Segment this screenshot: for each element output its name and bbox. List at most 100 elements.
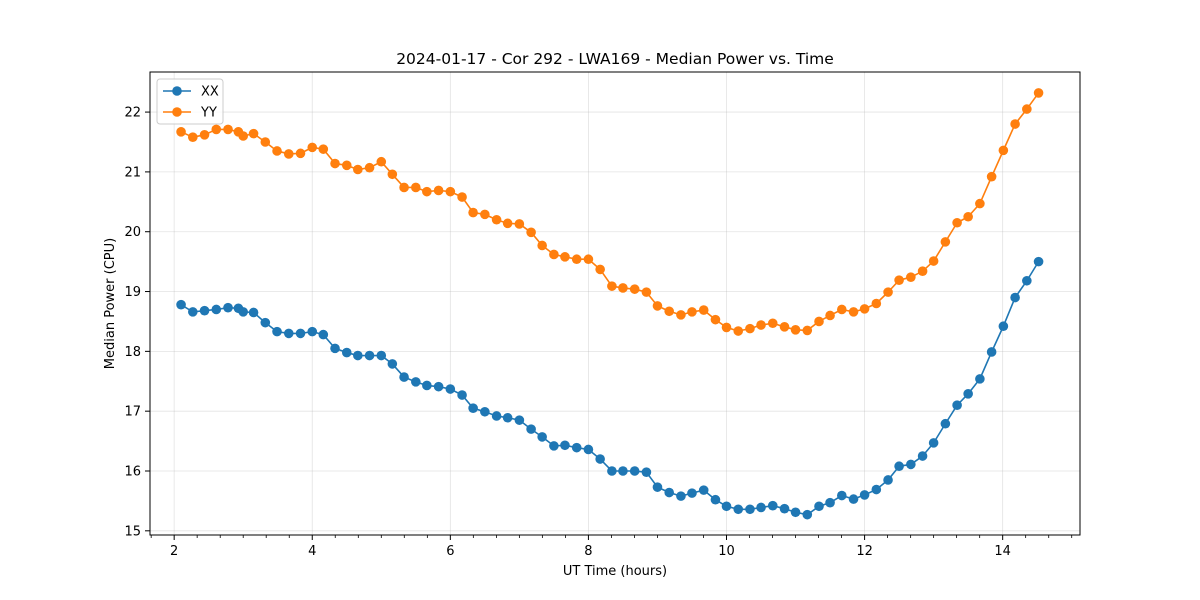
data-point-xx — [733, 504, 744, 515]
y-tick-label: 16 — [124, 464, 141, 479]
data-point-yy — [295, 148, 306, 159]
data-point-xx — [238, 307, 249, 317]
data-point-yy — [883, 287, 893, 297]
legend-swatch-marker — [172, 86, 182, 96]
data-point-xx — [698, 485, 709, 495]
data-point-xx — [883, 475, 893, 485]
data-point-xx — [641, 467, 652, 477]
data-point-xx — [468, 403, 478, 413]
data-point-yy — [341, 160, 352, 171]
data-point-yy — [952, 217, 962, 228]
data-point-xx — [318, 329, 329, 340]
data-point-xx — [248, 307, 259, 318]
data-point-xx — [790, 507, 801, 518]
series-layer — [176, 88, 1044, 520]
y-tick-label: 22 — [124, 106, 141, 121]
data-point-xx — [376, 350, 387, 361]
data-point-xx — [940, 418, 951, 429]
data-point-xx — [618, 466, 628, 476]
legend: XX YY — [156, 78, 224, 125]
data-point-yy — [963, 211, 973, 222]
data-point-xx — [199, 305, 210, 316]
data-point-xx — [894, 461, 904, 472]
x-tick-label: 4 — [308, 544, 316, 559]
data-point-yy — [387, 169, 398, 180]
data-point-xx — [1033, 256, 1044, 267]
data-point-yy — [238, 131, 249, 141]
data-point-yy — [422, 186, 432, 197]
data-point-yy — [560, 252, 570, 262]
y-tick-label: 20 — [124, 225, 141, 240]
data-point-xx — [341, 347, 352, 358]
data-point-yy — [975, 198, 985, 209]
data-point-xx — [906, 459, 916, 470]
data-point-xx — [814, 501, 824, 512]
data-point-yy — [641, 287, 652, 297]
data-point-yy — [698, 305, 709, 315]
data-point-xx — [188, 307, 198, 317]
data-point-xx — [283, 328, 294, 339]
data-point-xx — [260, 317, 271, 328]
data-point-yy — [364, 162, 375, 173]
data-point-xx — [607, 466, 617, 476]
data-point-xx — [211, 304, 222, 315]
data-point-yy — [399, 182, 409, 193]
data-point-xx — [411, 377, 421, 387]
data-point-xx — [502, 412, 513, 423]
data-point-xx — [687, 488, 697, 498]
data-point-xx — [307, 326, 318, 337]
data-point-xx — [330, 343, 340, 354]
data-point-yy — [814, 316, 824, 327]
y-tick-label: 21 — [124, 165, 141, 180]
axis-ticks: 2 4 6 8 10 12 14 15 16 17 18 19 20 21 22 — [124, 106, 1073, 559]
x-tick-label: 14 — [994, 544, 1011, 559]
data-point-xx — [422, 380, 432, 391]
data-point-xx — [998, 321, 1009, 332]
data-point-yy — [848, 307, 859, 317]
data-point-yy — [928, 256, 939, 266]
data-point-yy — [491, 214, 502, 225]
data-point-xx — [595, 454, 605, 464]
data-point-yy — [571, 254, 582, 265]
data-point-xx — [526, 424, 536, 434]
data-point-yy — [318, 144, 329, 154]
data-point-yy — [917, 266, 928, 276]
y-axis-label: Median Power (CPU) — [103, 238, 118, 369]
data-point-yy — [411, 182, 421, 193]
data-point-yy — [376, 156, 387, 167]
data-point-xx — [1022, 275, 1032, 286]
data-point-yy — [583, 254, 594, 265]
data-point-xx — [664, 487, 674, 498]
data-point-xx — [975, 374, 985, 384]
data-point-xx — [710, 494, 721, 505]
data-point-yy — [676, 310, 686, 320]
data-point-xx — [537, 432, 547, 442]
series-xx-line — [180, 261, 1040, 516]
data-point-xx — [491, 411, 502, 421]
data-point-yy — [211, 124, 222, 135]
data-point-yy — [1033, 88, 1044, 98]
data-point-xx — [928, 438, 939, 448]
y-tick-label: 18 — [124, 345, 141, 360]
data-point-yy — [629, 284, 640, 294]
data-point-xx — [445, 384, 456, 394]
data-point-xx — [917, 451, 928, 461]
data-point-xx — [364, 350, 375, 361]
data-point-xx — [571, 442, 582, 453]
legend-label: XX — [201, 85, 219, 100]
grid — [150, 72, 1080, 535]
y-tick-label: 15 — [124, 524, 141, 539]
data-point-yy — [779, 322, 790, 332]
legend-item-xx: XX — [163, 85, 219, 100]
data-point-yy — [859, 304, 870, 314]
data-point-yy — [502, 218, 513, 229]
y-tick-label: 19 — [124, 285, 141, 300]
data-point-xx — [272, 326, 282, 337]
data-point-yy — [871, 298, 882, 309]
data-point-yy — [199, 130, 210, 140]
data-point-yy — [526, 227, 536, 238]
data-point-yy — [733, 326, 744, 336]
data-point-xx — [480, 406, 490, 417]
data-point-xx — [779, 503, 790, 514]
data-point-xx — [399, 372, 409, 382]
